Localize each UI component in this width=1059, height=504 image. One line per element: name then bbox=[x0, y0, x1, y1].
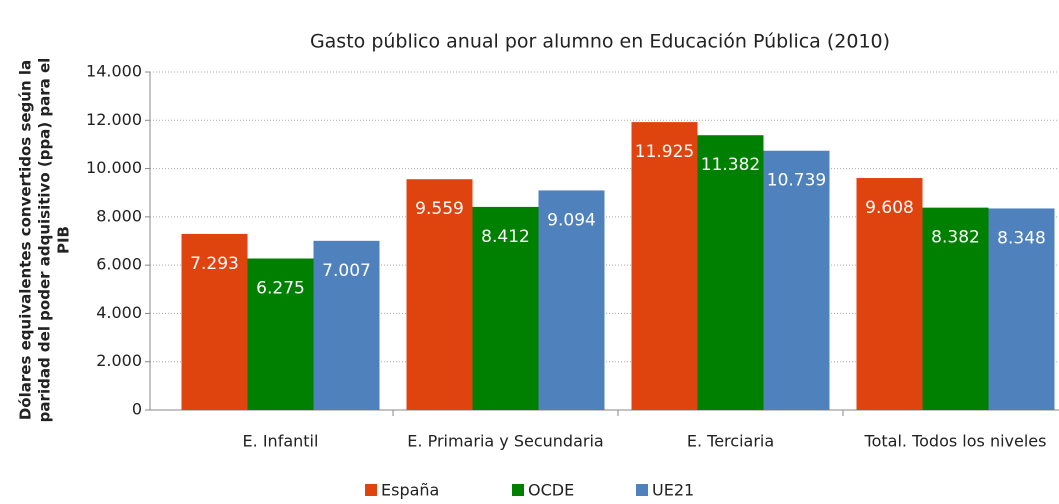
value-label: 8.348 bbox=[997, 228, 1046, 248]
bar bbox=[988, 208, 1055, 410]
bar bbox=[472, 206, 539, 410]
y-tick-label: 0 bbox=[132, 400, 142, 419]
legend-label: España bbox=[381, 481, 439, 500]
bar bbox=[247, 258, 314, 410]
bar bbox=[763, 150, 830, 410]
value-label: 8.412 bbox=[481, 227, 530, 247]
bar bbox=[922, 207, 989, 410]
value-label: 11.382 bbox=[701, 155, 760, 175]
x-tick-label: E. Primaria y Secundaria bbox=[407, 432, 603, 451]
legend-label: UE21 bbox=[652, 481, 694, 500]
y-tick-label: 12.000 bbox=[86, 110, 142, 129]
bar bbox=[856, 178, 923, 410]
x-tick-label: E. Terciaria bbox=[687, 432, 774, 451]
bar bbox=[181, 233, 248, 410]
legend-swatch bbox=[636, 484, 648, 496]
value-label: 11.925 bbox=[635, 142, 694, 162]
legend-label: OCDE bbox=[528, 481, 574, 500]
y-tick-label: 14.000 bbox=[86, 62, 142, 81]
legend-swatch bbox=[512, 484, 524, 496]
value-label: 9.094 bbox=[547, 210, 596, 230]
x-tick-label: E. Infantil bbox=[243, 432, 319, 451]
value-label: 9.559 bbox=[415, 199, 464, 219]
y-axis-title: Dólares equivalentes convertidos según l… bbox=[16, 57, 73, 423]
bar bbox=[697, 135, 764, 410]
legend-swatch bbox=[365, 484, 377, 496]
y-tick-label: 10.000 bbox=[86, 158, 142, 177]
y-tick-label: 4.000 bbox=[96, 303, 142, 322]
bar bbox=[538, 190, 605, 410]
value-label: 7.007 bbox=[322, 261, 371, 281]
chart-title: Gasto público anual por alumno en Educac… bbox=[310, 31, 890, 53]
y-tick-label: 6.000 bbox=[96, 255, 142, 274]
y-tick-label: 8.000 bbox=[96, 206, 142, 225]
value-label: 8.382 bbox=[931, 228, 980, 248]
y-tick-label: 2.000 bbox=[96, 351, 142, 370]
bar bbox=[631, 122, 698, 410]
bar bbox=[313, 240, 380, 410]
x-tick-label: Total. Todos los niveles bbox=[864, 432, 1047, 451]
value-label: 10.739 bbox=[767, 171, 826, 191]
value-label: 9.608 bbox=[865, 198, 914, 218]
bar bbox=[406, 179, 473, 410]
value-label: 6.275 bbox=[256, 279, 305, 299]
value-label: 7.293 bbox=[190, 254, 239, 274]
